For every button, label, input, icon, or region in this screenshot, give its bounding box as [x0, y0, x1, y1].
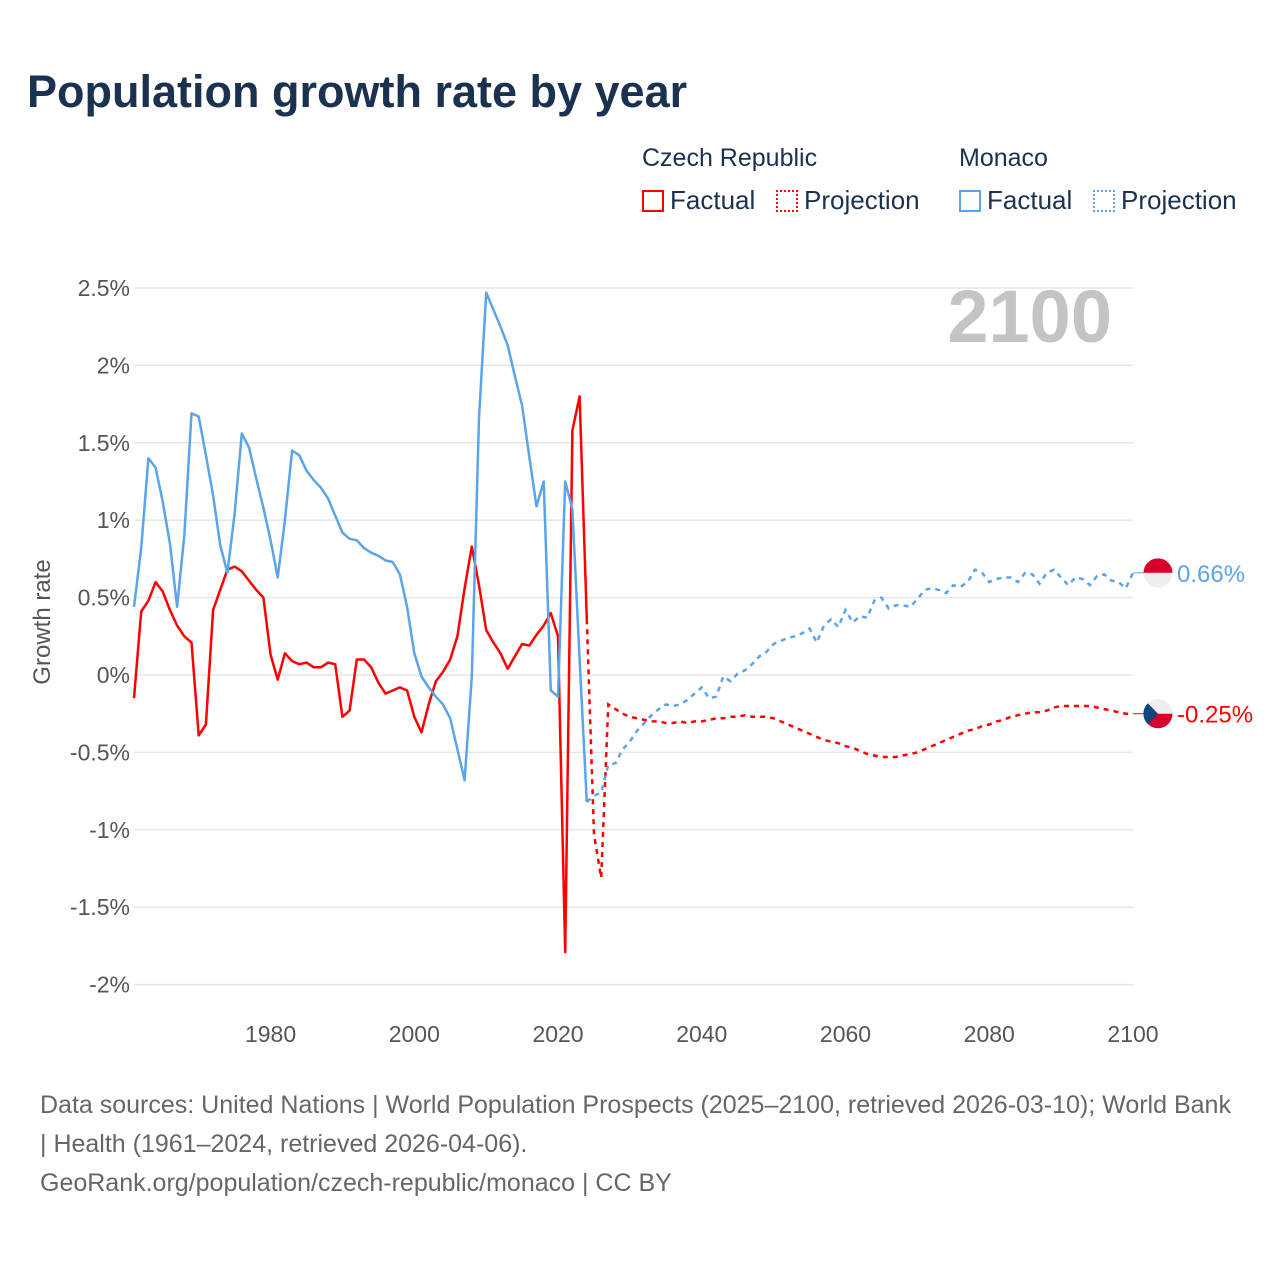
legend-swatch-solid — [959, 189, 981, 212]
monaco-projection-line — [585, 568, 1135, 803]
year-watermark: 2100 — [947, 275, 1112, 358]
flag-blue — [1143, 703, 1158, 725]
monaco-factual-line — [132, 291, 589, 802]
y-tick-label: -2% — [89, 972, 130, 998]
legend-label: Factual — [670, 185, 756, 215]
legend-label: Factual — [987, 185, 1073, 215]
x-tick-label: 2060 — [820, 1021, 871, 1047]
data-sources: Data sources: United Nations | World Pop… — [40, 1091, 1231, 1158]
legend-czech-projection[interactable]: Projection — [776, 185, 920, 216]
credit-link[interactable]: GeoRank.org/population/czech-republic/mo… — [40, 1169, 672, 1197]
legend-group-czech: Czech Republic — [642, 144, 818, 172]
czech-republic-projection-line — [585, 619, 1133, 879]
czech-republic-end-label: -0.25% — [1177, 702, 1253, 729]
legend-label: Projection — [804, 185, 920, 215]
monaco-end-label: 0.66% — [1177, 561, 1245, 588]
y-tick-label: 2% — [97, 352, 130, 378]
y-tick-label: 1% — [97, 507, 130, 533]
x-tick-label: 2100 — [1107, 1021, 1158, 1047]
x-tick-label: 1980 — [245, 1021, 296, 1047]
legend-label: Projection — [1121, 185, 1237, 215]
legend-monaco-projection[interactable]: Projection — [1093, 185, 1237, 216]
y-axis-title: Growth rate — [29, 559, 56, 684]
czech-flag-icon — [1143, 699, 1173, 729]
flag-red — [1143, 558, 1173, 573]
legend-swatch-dotted — [776, 189, 798, 212]
legend-group-monaco: Monaco — [959, 144, 1048, 172]
y-tick-label: 0% — [97, 662, 130, 688]
y-tick-label: -1% — [89, 817, 130, 843]
footer: Data sources: United Nations | World Pop… — [40, 1086, 1240, 1203]
y-tick-label: -1.5% — [70, 894, 130, 920]
legend-monaco-factual[interactable]: Factual — [959, 185, 1072, 216]
x-tick-label: 2040 — [676, 1021, 727, 1047]
legend-swatch-solid — [642, 189, 664, 212]
y-tick-label: 2.5% — [78, 275, 130, 301]
x-tick-label: 2000 — [389, 1021, 440, 1047]
legend-swatch-dotted — [1093, 189, 1115, 212]
y-tick-label: 1.5% — [78, 430, 130, 456]
czech-republic-factual-line — [132, 395, 589, 954]
y-tick-label: 0.5% — [78, 585, 130, 611]
y-tick-label: -0.5% — [70, 739, 130, 765]
flag-white — [1143, 572, 1173, 588]
legend-czech-factual[interactable]: Factual — [642, 185, 755, 216]
x-tick-label: 2020 — [532, 1021, 583, 1047]
chart-plot: -2% -1.5% -1% -0.5% 0% 0.5% 1% 1.5% 2% 2.5% 1980 20… — [29, 275, 1253, 1047]
chart-title: Population growth rate by year — [27, 66, 688, 117]
x-tick-label: 2080 — [964, 1021, 1015, 1047]
monaco-flag-icon — [1143, 558, 1173, 588]
